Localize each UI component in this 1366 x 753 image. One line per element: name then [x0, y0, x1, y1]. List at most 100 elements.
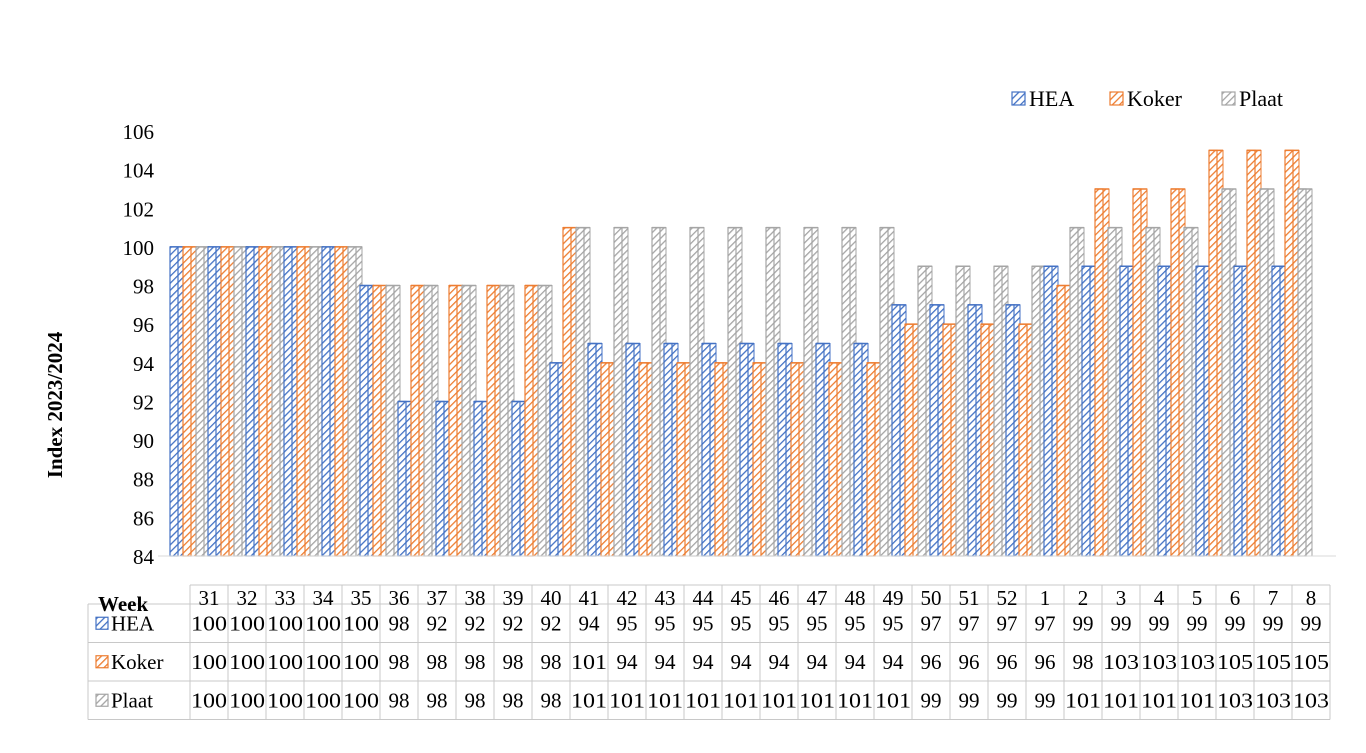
bar-koker-week-43	[638, 362, 654, 557]
table-cell: 100	[229, 650, 265, 674]
legend-label: Plaat	[1239, 86, 1283, 111]
table-cell: 98	[541, 650, 562, 674]
legend-swatch	[1109, 91, 1124, 106]
bar-front	[613, 226, 623, 557]
y-tick-label: 96	[133, 313, 154, 337]
bar-front	[233, 246, 243, 557]
table-cell: 100	[343, 611, 379, 635]
bar-hea-week-33	[245, 246, 261, 557]
bar-koker-week-34	[296, 246, 312, 557]
bar-hea-week-35	[321, 246, 337, 557]
table-cell: 101	[875, 688, 911, 712]
y-tick-label: 106	[123, 120, 155, 144]
bar-front	[220, 246, 230, 557]
bar-front	[752, 362, 762, 557]
x-tick-label: 2	[1078, 586, 1089, 610]
bar-koker-week-6	[1208, 149, 1224, 557]
bar-hea-week-31	[169, 246, 185, 557]
legend-item-plaat: Plaat	[1221, 86, 1283, 111]
bar-front	[524, 284, 534, 557]
table-cell: 101	[799, 688, 835, 712]
bar-front	[1208, 149, 1218, 557]
table-cell: 100	[305, 688, 341, 712]
bar-front	[967, 304, 977, 557]
bar-front	[1183, 226, 1193, 557]
table-cell: 98	[503, 688, 524, 712]
table-cell: 95	[807, 611, 828, 635]
bar-front	[929, 304, 939, 557]
table-cell: 99	[1187, 611, 1208, 635]
table-cell: 100	[267, 611, 303, 635]
bar-hea-week-2	[1043, 265, 1059, 557]
bar-koker-week-36	[372, 284, 388, 557]
bar-front	[1221, 188, 1231, 557]
bar-koker-week-4	[1132, 188, 1148, 557]
bar-front	[410, 284, 420, 557]
bar-hea-week-4	[1119, 265, 1135, 557]
legend-swatch	[1011, 91, 1026, 106]
bar-front	[334, 246, 344, 557]
bar-front	[1170, 188, 1180, 557]
y-tick-label: 102	[123, 197, 155, 221]
bar-front	[790, 362, 800, 557]
bar-front	[815, 342, 825, 557]
bar-front	[841, 226, 851, 557]
x-tick-label: 45	[731, 586, 752, 610]
table-cell: 103	[1179, 650, 1215, 674]
bar-hea-week-41	[549, 362, 565, 557]
bar-front	[879, 226, 889, 557]
legend-label: Koker	[1127, 86, 1183, 111]
bar-koker-week-48	[828, 362, 844, 557]
table-cell: 95	[845, 611, 866, 635]
bar-koker-week-2	[1056, 284, 1072, 557]
table-cell: 101	[1141, 688, 1177, 712]
bar-front	[359, 284, 369, 557]
bar-side	[1305, 188, 1313, 557]
bar-hea-week-46	[739, 342, 755, 557]
table-cell: 94	[655, 650, 677, 674]
bar-front	[258, 246, 268, 557]
bar-hea-week-43	[625, 342, 641, 557]
table-cell: 95	[769, 611, 790, 635]
bar-hea-week-6	[1195, 265, 1211, 557]
bar-koker-week-50	[904, 323, 920, 557]
bar-koker-week-49	[866, 362, 882, 557]
bar-koker-week-37	[410, 284, 426, 557]
table-cell: 94	[883, 650, 905, 674]
bar-hea-week-45	[701, 342, 717, 557]
bar-front	[435, 400, 445, 557]
bar-front	[1069, 226, 1079, 557]
bar-hea-week-47	[777, 342, 793, 557]
bar-front	[1233, 265, 1243, 557]
bar-koker-week-33	[258, 246, 274, 557]
table-cell: 92	[427, 611, 448, 635]
bar-koker-week-3	[1094, 188, 1110, 557]
bar-hea-week-40	[511, 400, 527, 557]
bar-front	[562, 226, 572, 557]
table-cell: 98	[503, 650, 524, 674]
bar-front	[1043, 265, 1053, 557]
bar-koker-week-5	[1170, 188, 1186, 557]
legend-label: HEA	[1029, 86, 1074, 111]
bar-front	[689, 226, 699, 557]
table-series-swatch	[95, 616, 109, 630]
bar-front	[283, 246, 293, 557]
x-tick-label: 42	[617, 586, 638, 610]
y-tick-label: 86	[133, 506, 154, 530]
bar-front	[372, 284, 382, 557]
x-tick-label: 33	[275, 586, 296, 610]
table-cell: 105	[1293, 650, 1329, 674]
y-tick-label: 94	[133, 352, 155, 376]
table-cell: 92	[465, 611, 486, 635]
bar-hea-week-50	[891, 304, 907, 557]
bar-hea-week-5	[1157, 265, 1173, 557]
bar-front	[1246, 149, 1256, 557]
bar-hea-week-37	[397, 400, 413, 557]
table-cell: 99	[1111, 611, 1132, 635]
bar-hea-week-51	[929, 304, 945, 557]
bar-plaat-week-8	[1297, 188, 1313, 557]
table-cell: 98	[389, 611, 410, 635]
bar-front	[271, 246, 281, 557]
bar-front	[195, 246, 205, 557]
x-tick-label: 49	[883, 586, 904, 610]
